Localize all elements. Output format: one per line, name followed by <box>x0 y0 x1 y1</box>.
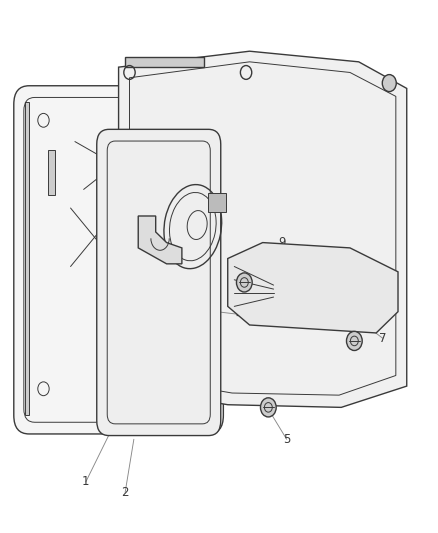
FancyBboxPatch shape <box>14 86 223 434</box>
Text: 9: 9 <box>279 236 286 249</box>
Circle shape <box>346 332 362 351</box>
Circle shape <box>382 75 396 92</box>
Polygon shape <box>27 102 210 418</box>
Text: 1: 1 <box>82 475 90 488</box>
Text: 6: 6 <box>257 308 264 321</box>
Text: 5: 5 <box>283 433 290 446</box>
Polygon shape <box>125 56 204 67</box>
FancyBboxPatch shape <box>208 192 226 212</box>
Circle shape <box>261 398 276 417</box>
Polygon shape <box>138 216 182 264</box>
Polygon shape <box>48 150 55 195</box>
FancyBboxPatch shape <box>97 130 221 435</box>
Text: 2: 2 <box>121 486 129 499</box>
Text: 6: 6 <box>342 281 350 294</box>
Text: 4: 4 <box>235 308 242 321</box>
Text: 3: 3 <box>121 326 129 340</box>
Polygon shape <box>228 243 398 333</box>
Polygon shape <box>119 51 407 407</box>
Circle shape <box>237 273 252 292</box>
Text: 8: 8 <box>379 295 386 308</box>
Polygon shape <box>25 102 29 415</box>
Text: 7: 7 <box>379 332 386 345</box>
